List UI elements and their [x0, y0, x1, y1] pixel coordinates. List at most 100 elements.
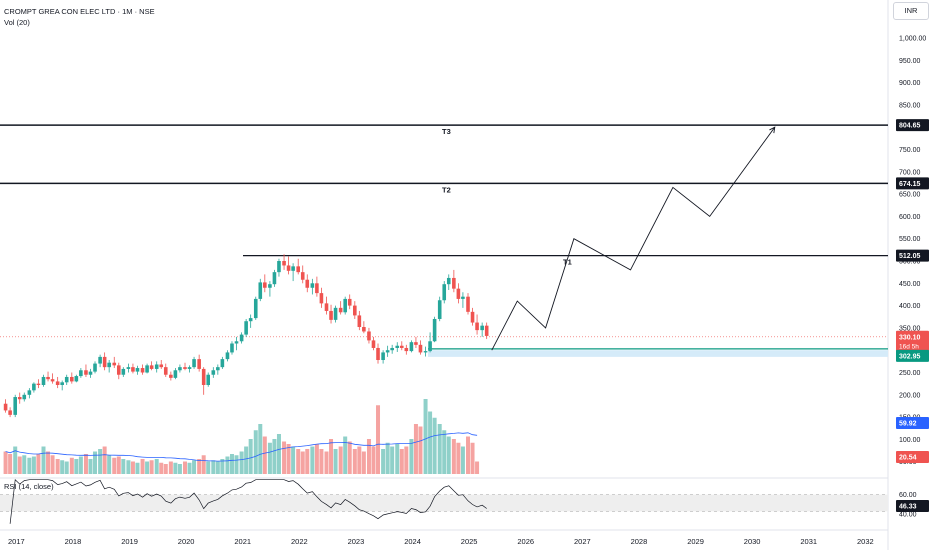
candle-body[interactable]: [343, 298, 347, 313]
candle-body[interactable]: [102, 356, 107, 368]
candle-body[interactable]: [50, 379, 55, 382]
rsi-line[interactable]: [9, 478, 487, 524]
candle-body[interactable]: [395, 345, 400, 348]
candle-body[interactable]: [376, 347, 380, 361]
candle-body[interactable]: [329, 310, 333, 320]
candle-body[interactable]: [131, 367, 135, 372]
candle-body[interactable]: [286, 265, 291, 271]
candle-body[interactable]: [475, 322, 479, 331]
candle-body[interactable]: [98, 356, 102, 364]
candle-body[interactable]: [64, 376, 69, 383]
candle-body[interactable]: [428, 341, 432, 352]
candle-body[interactable]: [121, 368, 126, 375]
candle-body[interactable]: [220, 359, 225, 368]
candle-body[interactable]: [74, 376, 79, 382]
candle-body[interactable]: [93, 363, 97, 372]
candle-body[interactable]: [169, 374, 173, 378]
candle-body[interactable]: [258, 282, 263, 299]
candle-body[interactable]: [183, 367, 187, 369]
candle-body[interactable]: [84, 370, 88, 375]
candle-body[interactable]: [282, 261, 286, 266]
candle-body[interactable]: [154, 364, 159, 369]
candle-body[interactable]: [324, 303, 329, 311]
candle-body[interactable]: [187, 367, 192, 369]
candle-body[interactable]: [353, 305, 357, 316]
candle-body[interactable]: [367, 331, 371, 341]
candle-body[interactable]: [385, 350, 390, 353]
candle-body[interactable]: [197, 359, 201, 369]
candle-body[interactable]: [192, 359, 196, 368]
candle-body[interactable]: [27, 390, 32, 395]
candle-body[interactable]: [116, 365, 121, 375]
candle-body[interactable]: [13, 397, 18, 415]
candle-body[interactable]: [347, 298, 352, 306]
candle-body[interactable]: [46, 376, 50, 380]
candle-body[interactable]: [145, 365, 149, 373]
candle-body[interactable]: [432, 318, 437, 342]
candle-body[interactable]: [149, 365, 154, 369]
symbol-title[interactable]: CROMPT GREA CON ELEC LTD · 1M · NSE: [4, 7, 155, 16]
candle-body[interactable]: [216, 367, 220, 371]
candle-body[interactable]: [230, 343, 234, 353]
candle-body[interactable]: [263, 282, 267, 288]
candle-body[interactable]: [305, 279, 310, 288]
candle-body[interactable]: [300, 272, 305, 280]
candle-body[interactable]: [244, 321, 248, 335]
candle-body[interactable]: [88, 371, 93, 375]
candle-body[interactable]: [484, 325, 489, 336]
candle-body[interactable]: [470, 311, 475, 323]
candle-body[interactable]: [211, 370, 216, 375]
candle-body[interactable]: [333, 307, 338, 320]
candle-body[interactable]: [234, 341, 239, 344]
volume-label[interactable]: Vol (20): [4, 18, 30, 27]
candle-body[interactable]: [452, 277, 456, 289]
candle-body[interactable]: [310, 283, 315, 288]
candle-body[interactable]: [446, 277, 451, 285]
candle-body[interactable]: [201, 368, 206, 385]
candle-body[interactable]: [381, 352, 385, 361]
candle-body[interactable]: [315, 283, 319, 294]
candle-body[interactable]: [36, 383, 41, 385]
candle-body[interactable]: [135, 368, 140, 372]
candle-body[interactable]: [22, 394, 27, 400]
candle-body[interactable]: [357, 315, 362, 328]
candle-body[interactable]: [253, 298, 258, 319]
candle-body[interactable]: [399, 345, 404, 348]
candle-body[interactable]: [272, 272, 277, 285]
candle-body[interactable]: [277, 261, 281, 273]
projection-path[interactable]: [491, 126, 776, 351]
candle-body[interactable]: [225, 352, 230, 360]
candle-body[interactable]: [437, 300, 442, 319]
candle-body[interactable]: [423, 351, 428, 353]
rsi-legend[interactable]: RSI (14, close): [4, 482, 54, 491]
candle-body[interactable]: [390, 347, 394, 351]
candle-body[interactable]: [173, 370, 178, 378]
candle-body[interactable]: [159, 364, 164, 368]
candle-body[interactable]: [404, 347, 409, 352]
candle-body[interactable]: [206, 374, 211, 385]
candle-body[interactable]: [414, 342, 418, 345]
candle-body[interactable]: [418, 344, 423, 353]
candle-body[interactable]: [17, 397, 22, 400]
candle-body[interactable]: [480, 325, 484, 331]
candle-body[interactable]: [291, 266, 295, 271]
candle-body[interactable]: [466, 296, 470, 312]
candle-body[interactable]: [163, 367, 168, 375]
candle-body[interactable]: [239, 334, 244, 342]
candle-body[interactable]: [126, 367, 131, 369]
candle-body[interactable]: [3, 403, 8, 411]
candle-body[interactable]: [79, 370, 83, 377]
candle-body[interactable]: [319, 293, 324, 304]
candle-body[interactable]: [442, 284, 447, 301]
currency-selector[interactable]: INR: [893, 2, 929, 20]
candle-body[interactable]: [8, 410, 12, 415]
candle-body[interactable]: [362, 327, 366, 332]
candle-body[interactable]: [32, 383, 36, 391]
candle-body[interactable]: [409, 342, 414, 352]
candle-body[interactable]: [268, 284, 272, 288]
candle-body[interactable]: [248, 318, 253, 322]
candle-body[interactable]: [338, 307, 343, 313]
candle-body[interactable]: [55, 381, 60, 385]
candle-body[interactable]: [107, 362, 111, 368]
